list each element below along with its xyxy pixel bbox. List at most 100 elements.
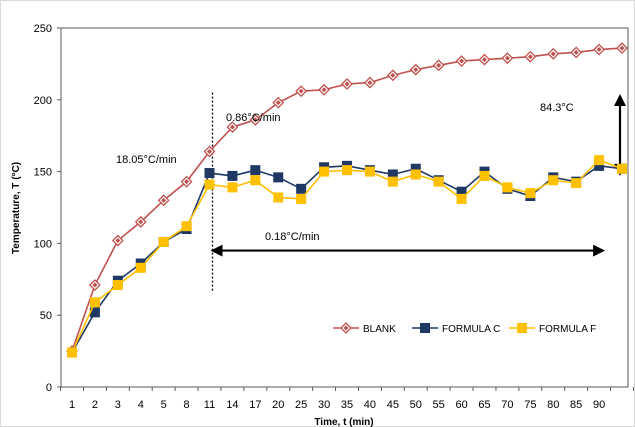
series-formula-f	[67, 155, 627, 358]
data-point-formula-f	[273, 192, 284, 203]
plot-area-border	[60, 27, 629, 388]
data-point-blank	[524, 50, 537, 63]
x-tick-label: 75	[524, 399, 536, 411]
legend-label: FORMULA C	[442, 324, 500, 335]
data-point-formula-c	[273, 172, 284, 183]
legend-marker	[420, 323, 430, 333]
y-tick-label: 200	[34, 95, 52, 107]
y-tick-label: 0	[46, 382, 52, 394]
data-point-blank	[616, 42, 628, 55]
x-tick-label: 5	[161, 399, 167, 411]
x-tick-label: 17	[249, 399, 261, 411]
legend-item-formula-c: FORMULA C	[412, 323, 500, 335]
data-point-blank	[88, 279, 101, 291]
annotation-temperature-difference: 84.3°C	[540, 102, 574, 114]
data-point-blank	[180, 175, 193, 188]
data-point-formula-f	[364, 166, 375, 177]
data-point-formula-f	[456, 193, 467, 204]
y-axis-ticks: 0 50 100 150 200 250	[34, 23, 61, 394]
data-point-formula-f	[342, 165, 352, 176]
annotation-blank-slope-initial: 18.05°C/min	[116, 154, 177, 166]
data-point-formula-f	[387, 176, 398, 187]
data-point-formula-f	[181, 221, 192, 232]
data-point-blank	[455, 55, 468, 67]
data-point-formula-f	[594, 155, 605, 166]
legend-marker	[517, 323, 527, 333]
data-point-formula-f	[502, 182, 513, 193]
x-tick-label: 40	[364, 399, 376, 411]
data-point-formula-f	[135, 262, 146, 273]
data-point-blank	[570, 46, 583, 59]
x-tick-label: 25	[295, 399, 307, 411]
data-point-formula-f	[250, 175, 261, 186]
data-point-formula-f	[112, 280, 123, 291]
data-point-blank	[318, 83, 331, 96]
x-tick-label: 8	[184, 399, 190, 411]
legend-item-formula-f: FORMULA F	[509, 323, 596, 335]
series-layer	[66, 42, 628, 358]
legend-label: BLANK	[363, 324, 396, 335]
x-tick-label: 60	[455, 399, 467, 411]
data-point-formula-f	[433, 176, 444, 187]
x-tick-label: 45	[387, 399, 399, 411]
x-tick-label: 50	[410, 399, 422, 411]
data-point-blank	[226, 121, 239, 134]
x-tick-label: 20	[272, 399, 284, 411]
legend-label: FORMULA F	[539, 324, 596, 335]
x-tick-label: 85	[570, 399, 582, 411]
data-point-blank	[363, 76, 376, 89]
x-tick-label: 1	[69, 399, 75, 411]
data-point-blank	[249, 113, 262, 126]
data-point-formula-f	[89, 297, 100, 308]
x-tick-label: 35	[341, 399, 353, 411]
series-blank	[66, 42, 628, 358]
x-tick-label: 3	[115, 399, 121, 411]
data-point-formula-f	[617, 163, 627, 174]
x-tick-label: 2	[92, 399, 98, 411]
data-point-blank	[501, 52, 514, 65]
x-tick-label: 80	[547, 399, 559, 411]
data-point-blank	[547, 47, 560, 60]
data-point-blank	[272, 96, 285, 109]
x-tick-label: 4	[138, 399, 144, 411]
data-point-blank	[593, 43, 606, 56]
data-point-blank	[111, 234, 124, 247]
x-axis-title: Time, t (min)	[314, 417, 373, 427]
legend: BLANK FORMULA C FORMULA F	[333, 322, 596, 335]
y-tick-label: 150	[34, 167, 52, 179]
data-point-formula-f	[548, 175, 559, 186]
data-point-formula-c	[227, 170, 238, 181]
arrowhead-left	[210, 244, 223, 257]
data-point-formula-f	[296, 193, 307, 204]
legend-item-blank: BLANK	[333, 322, 396, 335]
arrowhead-up	[614, 94, 626, 107]
data-point-formula-f	[410, 169, 421, 180]
data-point-blank	[409, 63, 422, 76]
y-axis-title: Temperature, T (°C)	[11, 162, 22, 254]
x-tick-label: 90	[593, 399, 605, 411]
data-point-formula-f	[319, 166, 330, 177]
data-point-blank	[203, 145, 216, 158]
data-point-formula-c	[204, 168, 215, 179]
x-tick-label: 11	[204, 399, 215, 411]
data-point-formula-f	[158, 236, 169, 247]
y-tick-label: 50	[40, 310, 52, 322]
x-tick-label: 65	[478, 399, 490, 411]
data-point-formula-f	[227, 182, 238, 193]
data-point-blank	[134, 215, 147, 228]
data-point-blank	[432, 59, 445, 72]
annotation-blank-slope-late: 0.86°C/min	[226, 112, 281, 124]
y-tick-label: 100	[34, 238, 52, 250]
data-point-blank	[341, 78, 353, 90]
x-axis-ticks: 1 2 3 4 5 8 11 14 17 20 25 30 35 40 45 50 55 60 65 70 75 80 85…	[60, 387, 634, 411]
y-tick-label: 250	[34, 23, 52, 35]
data-point-blank	[157, 194, 170, 207]
data-point-formula-f	[571, 178, 582, 189]
data-point-blank	[386, 69, 399, 82]
x-tick-label: 14	[226, 399, 238, 411]
x-tick-label: 55	[433, 399, 445, 411]
data-point-formula-f	[67, 347, 77, 358]
annotation-formula-slope: 0.18°C/min	[265, 231, 320, 243]
x-tick-label: 30	[318, 399, 330, 411]
